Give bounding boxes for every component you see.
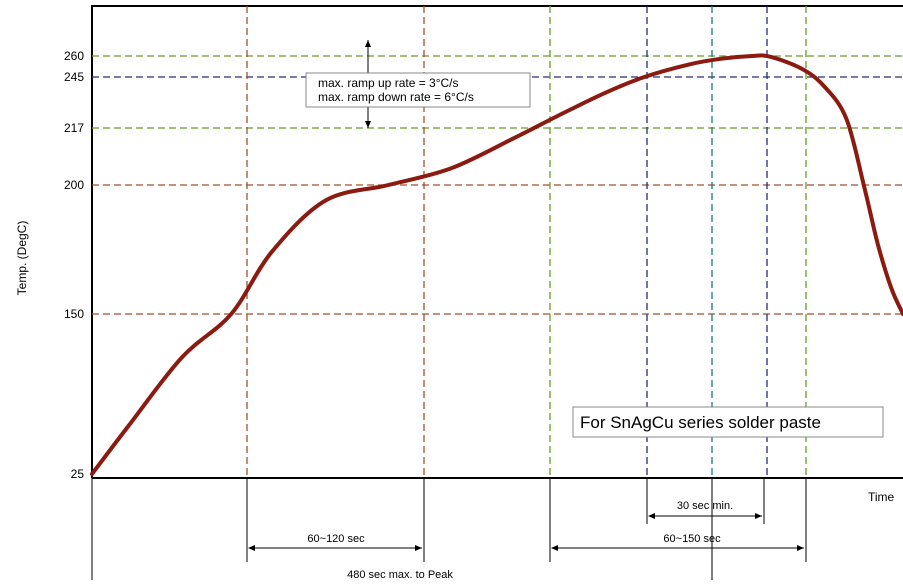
duration-annotations: [91, 478, 807, 580]
y-tick-label: 260: [64, 49, 84, 63]
y-tick-label: 245: [64, 70, 84, 84]
y-axis-label: Temp. (DegC): [15, 221, 29, 296]
label-60-120: 60~120 sec: [307, 533, 365, 545]
label-480-max: 480 sec max. to Peak: [347, 569, 453, 581]
solder-paste-note: For SnAgCu series solder paste: [572, 406, 884, 438]
solder-paste-note-text: For SnAgCu series solder paste: [580, 413, 821, 432]
label-30-min: 30 sec min.: [677, 500, 733, 512]
ramp-note-box: [305, 72, 531, 108]
plot-frame: [91, 5, 903, 478]
ramp-down-rate-text: max. ramp down rate = 6°C/s: [318, 90, 474, 104]
ramp-rate-note: max. ramp up rate = 3°C/s max. ramp down…: [305, 40, 531, 128]
y-tick-label: 217: [64, 121, 84, 135]
temperature-curve: [90, 53, 903, 476]
x-axis-label: Time: [868, 490, 895, 504]
ramp-up-rate-text: max. ramp up rate = 3°C/s: [318, 76, 459, 90]
y-tick-label: 200: [64, 178, 84, 192]
y-axis-tick-labels: 25 150 200 217 245 260: [64, 49, 84, 481]
y-tick-label: 25: [71, 467, 85, 481]
label-60-150: 60~150 sec: [663, 533, 721, 545]
y-tick-label: 150: [64, 307, 84, 321]
solder-paste-note-box: [572, 406, 884, 438]
